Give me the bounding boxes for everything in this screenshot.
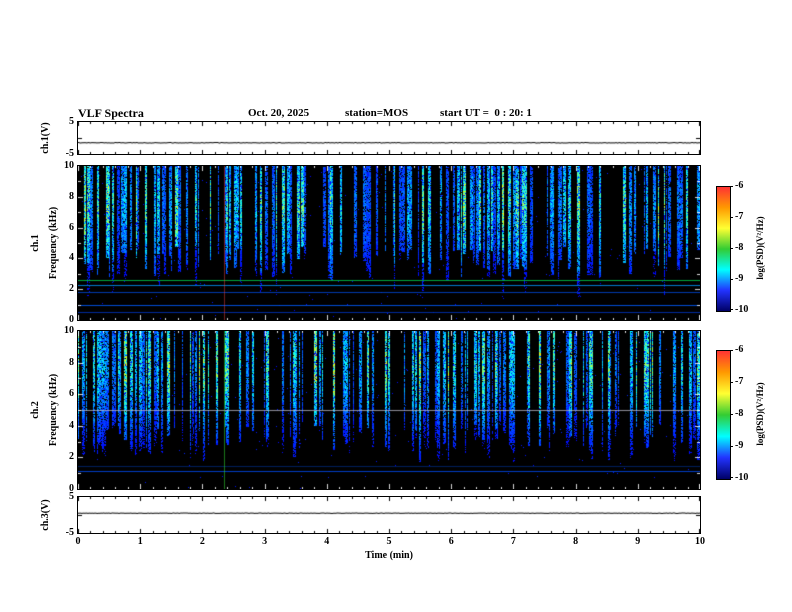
colorbar-tick-mark: [730, 382, 733, 383]
spec1-y-tick-label: 10: [64, 160, 74, 171]
spec1-y-tick-label: 6: [69, 221, 74, 233]
x-tick-label: 4: [324, 536, 330, 547]
ch3v-y-tick-label: 5: [69, 491, 74, 502]
colorbar-tick-mark: [730, 350, 733, 351]
x-tick-label: 9: [635, 536, 641, 547]
colorbar-tick-label: -8: [735, 242, 744, 253]
spec1-channel-label: ch.1: [30, 234, 41, 252]
ch3-voltage-axis-label: ch.3(V): [40, 499, 51, 531]
colorbar-tick-label: -10: [735, 304, 749, 315]
colorbar-ch1: [716, 186, 731, 312]
colorbar-tick-label: -6: [735, 180, 744, 191]
x-tick-label: 2: [199, 536, 205, 547]
ch3v-y-tick-label: -5: [65, 527, 74, 538]
x-tick-label: 1: [137, 536, 143, 547]
x-tick-label: 0: [75, 536, 81, 547]
ch1v-y-tick-label: 5: [69, 116, 74, 127]
colorbar-tick-label: -9: [735, 273, 744, 284]
spec1-y-tick-label: 8: [69, 190, 74, 202]
station-label: station=MOS: [345, 107, 409, 119]
x-tick-label: 7: [510, 536, 516, 547]
figure-title: VLF Spectra: [78, 106, 144, 120]
ch1v-y-tick-label: -5: [65, 148, 74, 159]
start-ut-label: start UT = 0 : 20: 1: [440, 107, 532, 119]
x-tick-label: 10: [695, 536, 705, 547]
ch1-spectrogram-panel: [77, 165, 701, 321]
colorbar-tick-label: -7: [735, 376, 744, 387]
spec2-y-tick-label: 6: [69, 388, 74, 400]
spec1-y-tick-label: 0: [69, 314, 74, 325]
colorbar-tick-mark: [730, 414, 733, 415]
spec2-y-tick-label: 0: [69, 483, 74, 494]
x-tick-label: 8: [573, 536, 579, 547]
colorbar-tick-mark: [730, 446, 733, 447]
spec2-y-tick-label: 10: [64, 325, 74, 336]
x-tick-label: 6: [448, 536, 454, 547]
spec2-y-tick-label: 2: [69, 451, 74, 463]
colorbar-tick-mark: [730, 279, 733, 280]
x-tick-label: 3: [262, 536, 268, 547]
colorbar-tick-mark: [730, 186, 733, 187]
colorbar-tick-label: -6: [735, 344, 744, 355]
colorbar-tick-mark: [730, 217, 733, 218]
colorbar-tick-mark: [730, 248, 733, 249]
figure-date: Oct. 20, 2025: [248, 107, 310, 119]
colorbar-tick-label: -10: [735, 472, 749, 483]
colorbar-ch2: [716, 350, 731, 480]
colorbar-tick-mark: [730, 309, 733, 310]
ch3-voltage-panel: [77, 496, 701, 534]
spec1-y-tick-label: 2: [69, 283, 74, 295]
x-tick-label: 5: [386, 536, 392, 547]
spec2-y-tick-label: 8: [69, 356, 74, 368]
ch2-spectrogram-panel: [77, 330, 701, 490]
colorbar-tick-label: -8: [735, 408, 744, 419]
ch1-voltage-panel: [77, 121, 701, 155]
colorbar-tick-label: -9: [735, 440, 744, 451]
x-axis-label: Time (min): [365, 550, 413, 561]
colorbar-tick-mark: [730, 477, 733, 478]
spec2-y-tick-label: 4: [69, 419, 74, 431]
spec1-y-tick-label: 4: [69, 252, 74, 264]
colorbar-tick-label: -7: [735, 211, 744, 222]
